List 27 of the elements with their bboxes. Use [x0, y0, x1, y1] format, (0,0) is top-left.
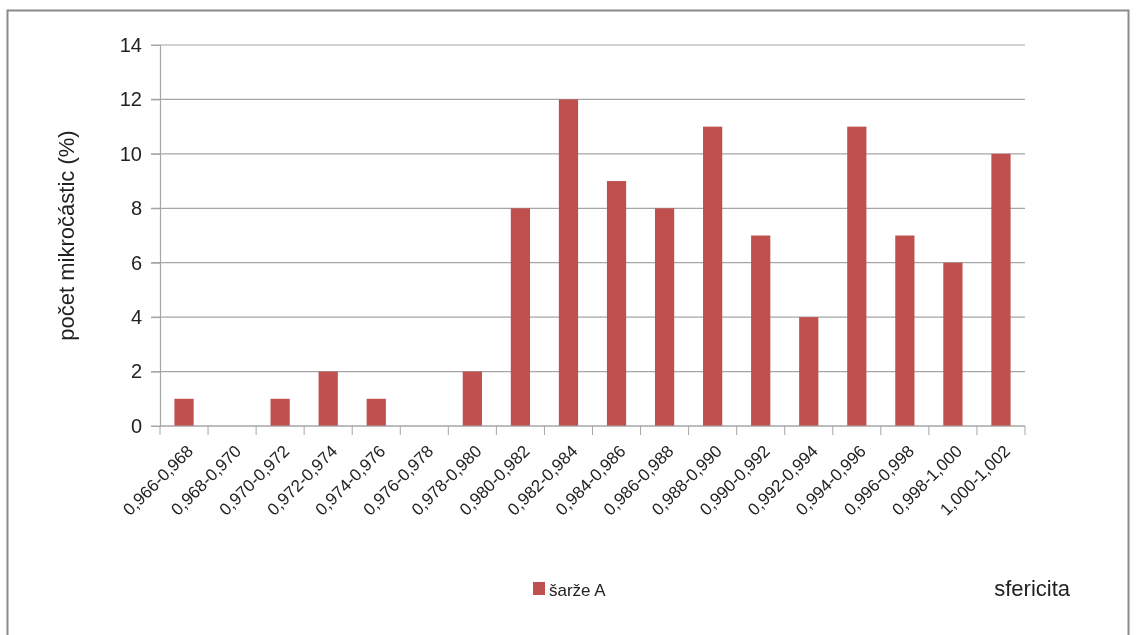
y-tick-label: 10	[119, 142, 142, 165]
y-tick-label: 8	[130, 197, 142, 220]
bar	[943, 262, 963, 426]
bar	[606, 181, 627, 426]
bar	[462, 371, 482, 426]
bar	[654, 208, 675, 426]
y-tick-label: 4	[130, 306, 142, 329]
y-tick-label: 14	[119, 33, 142, 56]
bar	[366, 398, 386, 426]
bar	[270, 398, 290, 426]
bar	[751, 235, 771, 426]
bar	[174, 398, 194, 426]
y-tick-label: 0	[130, 414, 142, 437]
bar	[847, 126, 867, 426]
y-tick-label: 6	[130, 251, 142, 274]
bar	[318, 371, 338, 426]
bar	[895, 235, 915, 426]
bar	[558, 99, 579, 426]
bar	[703, 126, 723, 426]
y-tick-label: 12	[119, 88, 142, 111]
bar	[799, 317, 819, 426]
x-axis-title: sfericita	[994, 576, 1071, 601]
legend-label: šarže A	[549, 581, 607, 600]
y-axis-title: počet mikročástic (%)	[54, 130, 79, 341]
bar	[991, 153, 1011, 426]
y-tick-label: 2	[130, 360, 142, 383]
bar	[510, 208, 531, 426]
